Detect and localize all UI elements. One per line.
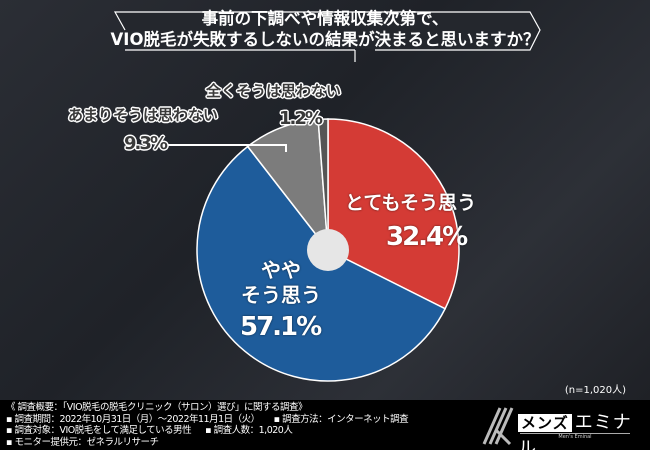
brand-a: メンズ <box>518 414 572 432</box>
question-title: 事前の下調べや情報収集次第で、 VIO脱毛が失敗するしないの結果が決まると思いま… <box>0 8 650 50</box>
survey-provider: ▪ モニター提供元：ゼネラルリサーチ <box>6 436 159 448</box>
survey-target: ▪ 調査対象：VIO脱毛をして満足している男性 <box>6 425 192 436</box>
brand-tagline: Men's Eminal <box>520 433 630 440</box>
label-line: そう思う <box>241 283 321 307</box>
slice-not-at-all <box>317 118 329 251</box>
brand-name: メンズ エミナル <box>518 408 640 450</box>
label-strongly-agree: とてもそう思う <box>345 192 477 214</box>
logo: メンズ エミナル Men's Eminal <box>480 404 640 450</box>
logo-mark-icon <box>482 407 514 446</box>
leader-not-at-all <box>316 117 323 122</box>
question-bubble <box>113 11 541 51</box>
label-not-much: あまりそうは思わない <box>68 106 219 124</box>
slice-strongly-agree <box>327 118 460 310</box>
survey-period: ▪ 調査期間：2022年10月31日（月）〜2022年11月1日（火） <box>6 413 260 425</box>
value-strongly-agree: 32.4% <box>386 222 468 252</box>
brand-b: エミナル <box>518 412 632 450</box>
value-not-much: 9.3% <box>124 133 168 154</box>
sample-size: (n=1,020人) <box>564 385 626 396</box>
survey-method: ▪ 調査方法：インターネット調査 <box>273 413 409 425</box>
survey-count: ▪ 調査人数：1,020人 <box>205 425 293 436</box>
value-not-at-all: 1.2% <box>279 108 323 129</box>
label-not-at-all: 全くそうは思わない <box>206 82 342 100</box>
question-line-1: 事前の下調べや情報収集次第で、 <box>201 9 449 28</box>
label-somewhat-agree: やや そう思う <box>226 258 336 308</box>
question-line-2: VIO脱毛が失敗するしないの結果が決まると思いますか？ <box>110 30 540 49</box>
leader-not-much <box>157 144 287 152</box>
value-somewhat-agree: 57.1% <box>240 312 322 342</box>
label-line: やや <box>261 258 301 282</box>
donut-hole <box>307 229 349 271</box>
survey-summary: 《 調査概要：「VIO脱毛の脱毛クリニック（サロン）選び」に関する調査》 <box>6 402 308 413</box>
